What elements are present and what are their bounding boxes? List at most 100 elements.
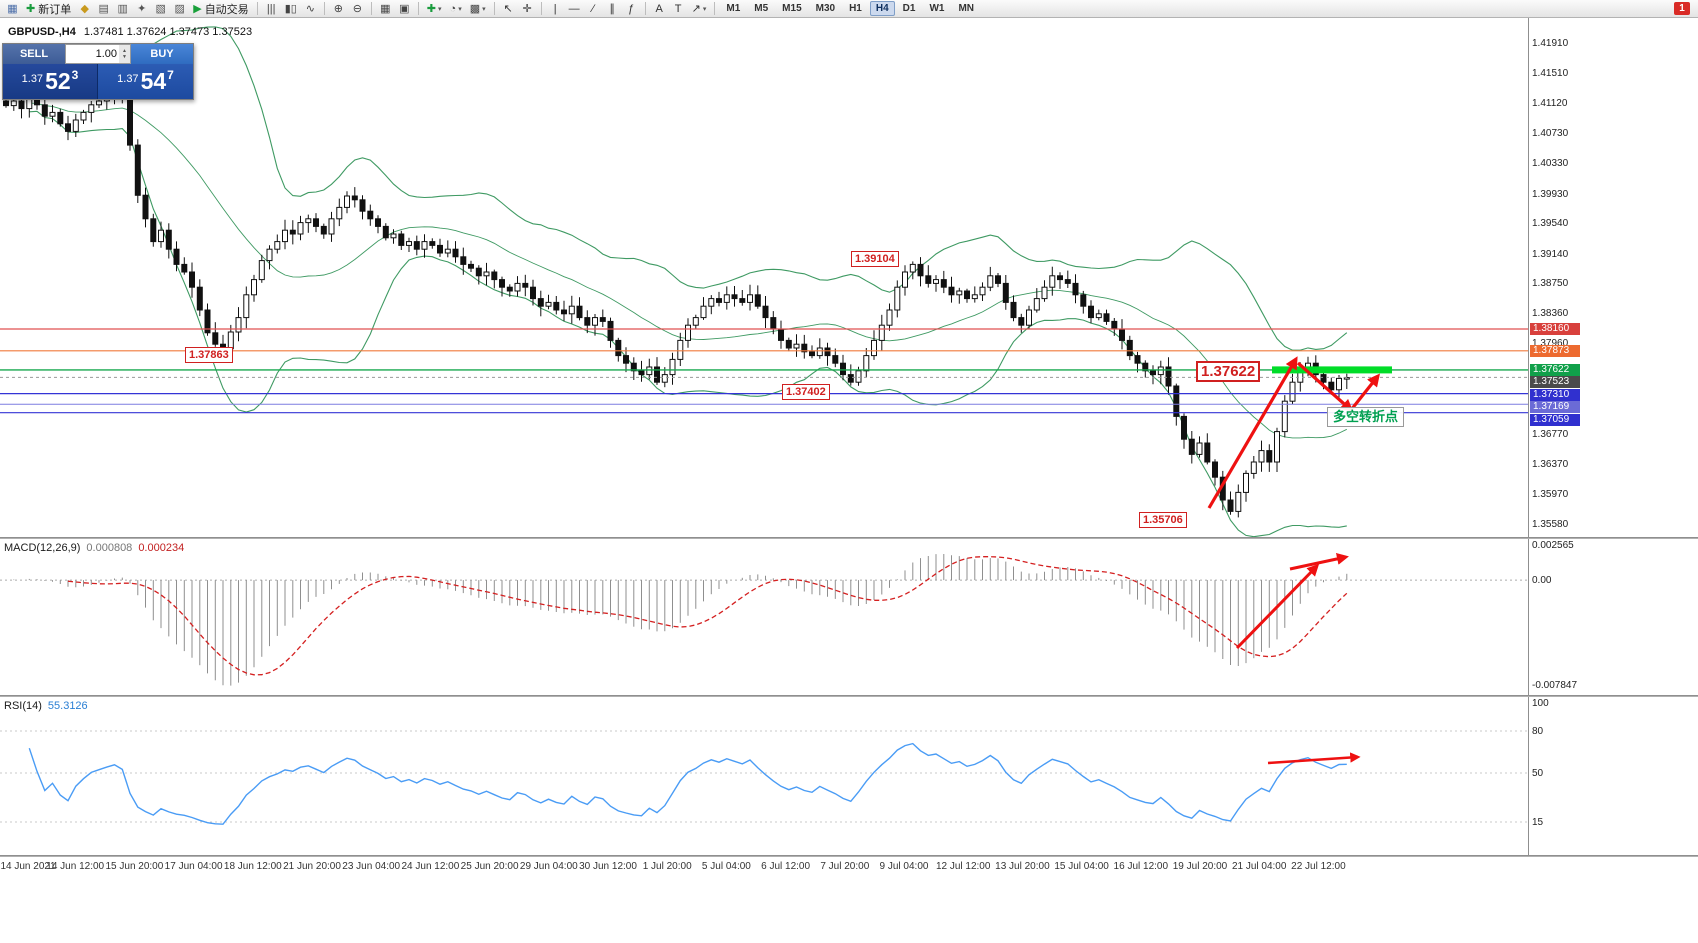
candlestick-mode-icon[interactable]: ▮▯ xyxy=(284,2,297,15)
cascade-windows-icon[interactable]: ▣ xyxy=(399,2,410,15)
price-axis-label: 1.39930 xyxy=(1532,188,1569,200)
price-tag: 1.37169 xyxy=(1530,401,1580,414)
time-axis-label: 21 Jun 20:00 xyxy=(283,861,341,872)
bar-chart-mode-icon[interactable]: ||| xyxy=(266,2,276,15)
time-axis-label: 12 Jul 12:00 xyxy=(935,861,991,872)
price-tag: 1.38160 xyxy=(1530,323,1580,335)
price-tag: 1.37523 xyxy=(1530,376,1580,389)
rsi-line xyxy=(28,742,1347,825)
panel-splitter[interactable] xyxy=(0,695,1698,697)
macd-axis-label: -0.007847 xyxy=(1532,680,1578,691)
price-axis-label: 1.35580 xyxy=(1532,519,1569,531)
price-chart[interactable] xyxy=(0,18,1528,537)
panel-splitter[interactable] xyxy=(0,537,1698,539)
strategy-tester-icon[interactable]: ▨ xyxy=(174,2,185,15)
time-axis-label: 7 Jul 20:00 xyxy=(820,861,870,872)
macd-title: MACD(12,26,9) 0.000808 0.000234 xyxy=(4,542,185,554)
price-axis-label: 1.36370 xyxy=(1532,459,1569,470)
notification-badge[interactable]: 1 xyxy=(1674,2,1690,15)
price-axis[interactable]: 1.41910 1.41510 1.41120 1.40730 1.40330 1.399… xyxy=(1528,18,1698,537)
time-axis-label: 18 Jun 12:00 xyxy=(223,861,282,872)
add-indicator-button[interactable]: ✚ ▾ xyxy=(426,2,442,15)
fibonacci-icon[interactable]: ƒ xyxy=(628,2,635,15)
symbol-period-label: GBPUSD-,H4 xyxy=(8,26,76,38)
timeframe-w1[interactable]: W1 xyxy=(929,3,945,14)
key-level-zone xyxy=(1272,366,1392,374)
chart-window: GBPUSD-,H4 1.37481 1.37624 1.37473 1.3752… xyxy=(0,18,1698,943)
metaeditor-icon[interactable]: ◆ xyxy=(80,2,89,15)
timeframe-m15[interactable]: M15 xyxy=(782,3,802,14)
time-axis[interactable]: 14 Jun 2021 14 Jun 12:00 15 Jun 20:00 17 Ju… xyxy=(0,857,1698,943)
time-axis-label: 25 Jun 20:00 xyxy=(460,861,519,872)
toolbar: ▦ ✚ 新订单 ◆ ▤ ▥ ✦ ▧ ▨ ▶ 自动交易 ||| ▮▯ ∿ ⊕ ⊖ ▦ ▣ ✚ ▾ ◔ ▾ ▩ ▾ ↖ ✛ | — ∕ ∥ ƒ A… xyxy=(0,0,1698,18)
macd-axis-label: 0.00 xyxy=(1532,575,1552,587)
timeframe-h4[interactable]: H4 xyxy=(869,1,895,16)
timeframe-d1[interactable]: D1 xyxy=(902,3,916,14)
price-tag: 1.37059 xyxy=(1530,413,1580,426)
volume-up-icon[interactable]: ▲ xyxy=(122,48,127,54)
price-annotation: 1.39104 xyxy=(851,251,899,267)
turning-point-annotation: 多空转折点 xyxy=(1327,407,1405,427)
sell-button[interactable]: SELL xyxy=(3,44,65,64)
channel-icon[interactable]: ∥ xyxy=(609,2,615,15)
text-tool-icon[interactable]: A xyxy=(655,2,663,15)
arrows-tool-icon[interactable]: ↗ ▾ xyxy=(691,2,707,15)
rsi-title: RSI(14) 55.3126 xyxy=(4,700,88,712)
price-axis-label: 1.38360 xyxy=(1532,307,1569,319)
timeframe-h1[interactable]: H1 xyxy=(849,3,862,14)
timeframe-m1[interactable]: M1 xyxy=(726,3,741,14)
time-axis-label: 15 Jul 04:00 xyxy=(1054,861,1109,872)
data-window-icon[interactable]: ▥ xyxy=(117,2,128,15)
zoom-out-icon[interactable]: ⊖ xyxy=(352,2,362,15)
zoom-in-icon[interactable]: ⊕ xyxy=(333,2,343,15)
rsi-axis-label: 80 xyxy=(1532,726,1544,737)
period-button[interactable]: ◔ ▾ xyxy=(449,2,462,15)
timeframe-m30[interactable]: M30 xyxy=(815,3,836,14)
rsi-chart[interactable] xyxy=(0,697,1528,855)
vertical-line-icon[interactable]: | xyxy=(553,2,557,15)
ohlc-values: 1.37481 1.37624 1.37473 1.37523 xyxy=(83,26,253,38)
trendline-icon[interactable]: ∕ xyxy=(592,2,595,15)
auto-trading-button[interactable]: ▶ 自动交易 xyxy=(193,2,249,16)
price-axis-label: 1.35970 xyxy=(1532,489,1569,501)
market-watch-icon[interactable]: ▤ xyxy=(98,2,109,15)
price-axis-label: 1.41510 xyxy=(1532,68,1569,80)
price-tag: 1.37622 xyxy=(1530,363,1580,376)
volume-down-icon[interactable]: ▼ xyxy=(122,54,127,60)
terminal-icon[interactable]: ▧ xyxy=(155,2,166,15)
time-axis-label: 30 Jun 12:00 xyxy=(579,861,637,872)
volume-value: 1.00 xyxy=(95,48,117,60)
buy-price-button[interactable]: 1.37 54 7 xyxy=(98,64,193,99)
price-axis-label: 1.37960 xyxy=(1532,338,1569,350)
crosshair-icon[interactable]: ✛ xyxy=(522,2,532,15)
buy-button[interactable]: BUY xyxy=(131,44,193,64)
macd-chart[interactable] xyxy=(0,539,1528,695)
horizontal-line-icon[interactable]: — xyxy=(568,2,580,15)
chart-title: GBPUSD-,H4 1.37481 1.37624 1.37473 1.3752… xyxy=(8,26,252,38)
panel-splitter[interactable] xyxy=(0,855,1698,857)
price-axis-label: 1.39140 xyxy=(1532,248,1569,260)
rsi-axis-label: 100 xyxy=(1532,698,1549,709)
timeframe-m5[interactable]: M5 xyxy=(754,3,769,14)
template-button[interactable]: ▩ ▾ xyxy=(469,2,486,15)
price-axis-label: 1.40330 xyxy=(1532,158,1569,170)
sell-price-button[interactable]: 1.37 52 3 xyxy=(3,64,98,99)
cursor-icon[interactable]: ↖ xyxy=(503,2,513,15)
new-chart-icon[interactable]: ▦ xyxy=(7,2,18,15)
price-tag: 1.37873 xyxy=(1530,344,1580,357)
line-chart-mode-icon[interactable]: ∿ xyxy=(305,2,315,15)
price-annotation: 1.35706 xyxy=(1139,512,1187,528)
new-order-button[interactable]: ✚ 新订单 xyxy=(26,2,72,16)
time-axis-label: 21 Jul 04:00 xyxy=(1231,861,1287,872)
one-click-trading-panel: SELL 1.00 ▲ ▼ BUY 1.37 52 3 1.37 54 7 xyxy=(2,43,194,100)
rsi-axis-label: 50 xyxy=(1532,768,1544,779)
price-annotation: 1.37402 xyxy=(782,384,830,400)
navigator-icon[interactable]: ✦ xyxy=(137,2,147,15)
timeframe-mn[interactable]: MN xyxy=(958,3,975,14)
volume-input[interactable]: 1.00 ▲ ▼ xyxy=(65,44,131,64)
price-axis-label: 1.40730 xyxy=(1532,127,1569,139)
label-tool-icon[interactable]: T xyxy=(674,2,682,15)
time-axis-label: 23 Jun 04:00 xyxy=(342,861,401,872)
rsi-panel: RSI(14) 55.3126 100 80 50 15 xyxy=(0,697,1698,855)
tile-windows-icon[interactable]: ▦ xyxy=(380,2,391,15)
